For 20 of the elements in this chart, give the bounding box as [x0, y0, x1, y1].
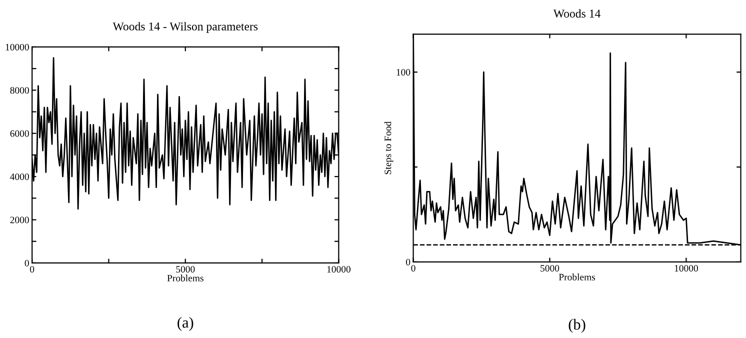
x-tick-label: 5000	[176, 266, 195, 273]
x-axis-title: Problems	[558, 274, 596, 280]
y-tick-label: 0	[24, 260, 29, 266]
x-tick-label: 10000	[674, 265, 698, 272]
y-tick-label: 2000	[10, 216, 29, 224]
x-tick-label: 0	[30, 266, 34, 273]
x-tick-label: 5000	[540, 265, 560, 272]
y-tick-label: 8000	[10, 87, 29, 94]
chart-title: Woods 14 - Wilson parameters	[112, 22, 258, 33]
y-axis-title: Steps to Food	[384, 121, 394, 174]
text: (a)	[178, 316, 194, 331]
x-tick-label: 0	[411, 265, 416, 272]
x-tick-label: 10000	[327, 266, 350, 273]
y-tick-label: 4000	[10, 173, 29, 180]
y-tick-label: 10000	[6, 44, 29, 50]
y-tick-label: 6000	[10, 130, 29, 137]
chart-title: Woods 14	[553, 9, 600, 18]
x-axis-title: Problems	[167, 274, 204, 282]
y-tick-label: 100	[396, 69, 410, 76]
text: (b)	[568, 318, 586, 333]
